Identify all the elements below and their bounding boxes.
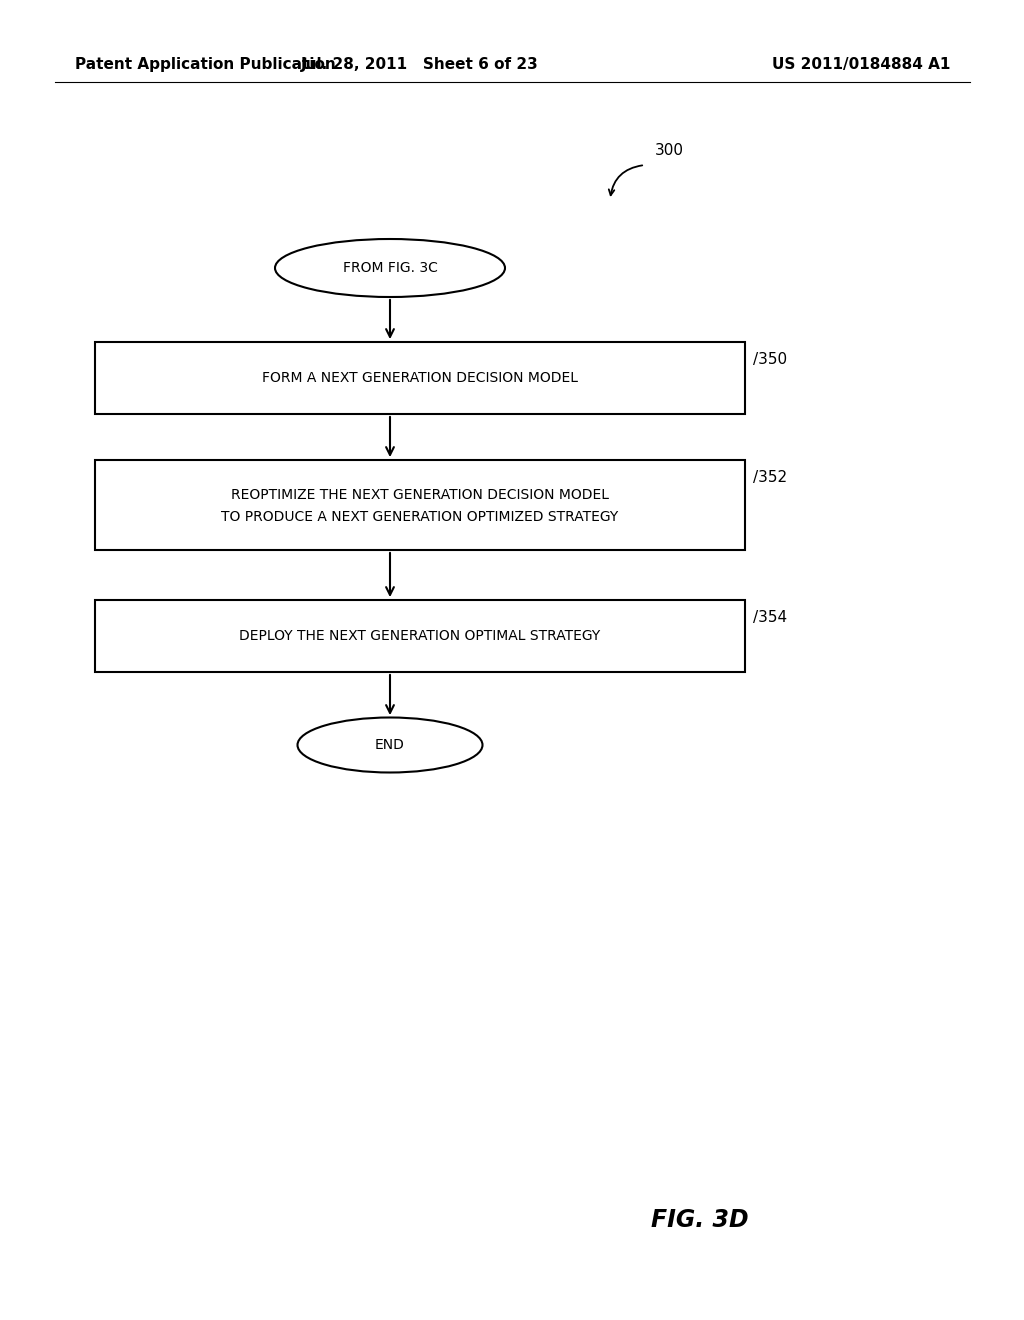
Text: END: END	[375, 738, 404, 752]
Bar	[95, 342, 745, 414]
Bar	[95, 459, 745, 550]
Text: /354: /354	[753, 610, 787, 624]
Bar	[95, 601, 745, 672]
Text: Patent Application Publication: Patent Application Publication	[75, 58, 336, 73]
Text: REOPTIMIZE THE NEXT GENERATION DECISION MODEL: REOPTIMIZE THE NEXT GENERATION DECISION …	[231, 488, 609, 502]
Text: 300: 300	[655, 143, 684, 158]
Text: /352: /352	[753, 470, 787, 484]
Text: FROM FIG. 3C: FROM FIG. 3C	[343, 261, 437, 275]
Text: /350: /350	[753, 352, 787, 367]
Text: TO PRODUCE A NEXT GENERATION OPTIMIZED STRATEGY: TO PRODUCE A NEXT GENERATION OPTIMIZED S…	[221, 510, 618, 524]
Text: FORM A NEXT GENERATION DECISION MODEL: FORM A NEXT GENERATION DECISION MODEL	[262, 371, 578, 385]
Text: FIG. 3D: FIG. 3D	[651, 1208, 749, 1232]
Text: US 2011/0184884 A1: US 2011/0184884 A1	[772, 58, 950, 73]
Text: Jul. 28, 2011   Sheet 6 of 23: Jul. 28, 2011 Sheet 6 of 23	[301, 58, 539, 73]
Text: DEPLOY THE NEXT GENERATION OPTIMAL STRATEGY: DEPLOY THE NEXT GENERATION OPTIMAL STRAT…	[240, 630, 601, 643]
